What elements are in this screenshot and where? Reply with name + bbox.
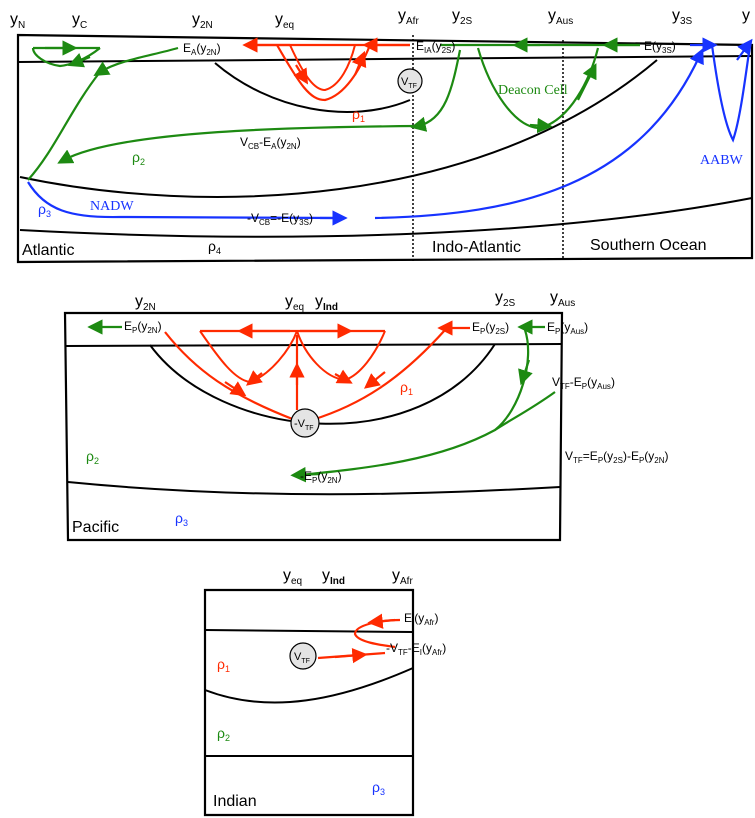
- rho1-label-top: ρ1: [352, 106, 365, 124]
- vtf-circle-bottom: [289, 642, 317, 670]
- label-neg-vcb: -VCB=-E(y3S): [247, 211, 313, 227]
- bottom-red-vtf-arrow: [334, 647, 368, 664]
- bot-label-yafr: yAfr: [392, 567, 413, 587]
- mid-label-yaus: yAus: [550, 289, 575, 309]
- middle-panel: y2N yeq yInd y2S yAus EP(y2N) EP(y2S) EP…: [63, 289, 669, 542]
- mid-rho1: ρ1: [400, 379, 413, 397]
- vtf-circle-top: [397, 68, 423, 94]
- label-yeq: yeq: [275, 11, 294, 31]
- nadw-label: NADW: [90, 199, 134, 214]
- green-nadw-descent: [27, 71, 101, 181]
- blue-nadw-flow: [27, 181, 341, 220]
- label-ea: EA(y2N): [183, 41, 221, 57]
- blue-return-to-surface: [374, 48, 704, 220]
- middle-red-inner-left: [199, 330, 298, 384]
- label-y2n: y2N: [192, 11, 213, 31]
- middle-red-arrow-ir: [334, 369, 353, 384]
- region-southern-ocean: Southern Ocean: [590, 237, 707, 254]
- mid-label-yeq: yeq: [285, 293, 304, 313]
- mid-label-vtf-ep: VTF-EP(yAus): [552, 375, 615, 391]
- aabw-label: AABW: [700, 153, 744, 168]
- bottom-red-ei-arrow: [367, 613, 396, 629]
- vtf-circle-middle: [290, 408, 320, 438]
- rho3-isopycnal: [19, 197, 753, 238]
- bot-label-yind: yInd: [322, 567, 345, 587]
- bot-label-ei: EI(yAfr): [404, 611, 438, 627]
- rho2-label-top: ρ2: [132, 149, 145, 167]
- middle-green-arrow-left: [290, 466, 321, 483]
- mid-label-y2s: y2S: [495, 289, 516, 309]
- green-arrow-yc-bottom: [67, 52, 91, 68]
- middle-red-arrow-il: [245, 370, 263, 386]
- green-ea-branch: [93, 46, 179, 76]
- middle-green-descent: [299, 329, 530, 477]
- middle-rho1-isopycnal: [149, 343, 496, 425]
- label-ys: y: [742, 7, 750, 24]
- middle-red-inner-right: [296, 330, 386, 382]
- deacon-arrow-right: [577, 63, 597, 101]
- mid-label-epaus: EP(yAus): [547, 320, 588, 336]
- top-box-outline: [16, 33, 754, 264]
- vtf-label-middle: -VTF: [294, 418, 314, 432]
- label-e3s: E(y3S): [644, 39, 676, 55]
- bot-label-yeq: yeq: [283, 567, 302, 587]
- blue-aabw-loop: [710, 44, 752, 143]
- middle-green-arrow-down: [518, 359, 533, 386]
- bottom-rho1-isopycnal: [204, 667, 414, 704]
- green-vcb-return: [57, 124, 419, 164]
- region-pacific: Pacific: [72, 519, 119, 536]
- middle-box-outline: [63, 311, 564, 542]
- bot-rho3: ρ3: [372, 779, 385, 797]
- rho3-label-top: ρ3: [38, 201, 51, 219]
- bot-rho1: ρ1: [217, 656, 230, 674]
- red-cell-arrow2: [293, 64, 309, 85]
- middle-red-left-arrow: [224, 381, 247, 397]
- bot-rho2: ρ2: [217, 725, 230, 743]
- mid-label-neg-ep: -EP(y2N): [300, 469, 342, 485]
- top-panel: yN yC y2N yeq yAfr y2S yAus y3S y EA(y2N…: [10, 7, 754, 264]
- mid-label-ep2s: EP(y2S): [472, 320, 509, 336]
- rho1-isopycnal: [214, 62, 411, 113]
- region-indo-atlantic: Indo-Atlantic: [432, 239, 521, 256]
- mid-rho2: ρ2: [86, 448, 99, 466]
- vtf-balance-equation: VTF=EP(y2S)-EP(y2N): [565, 449, 669, 465]
- middle-rho2-isopycnal: [67, 481, 561, 496]
- vtf-label-bottom: VTF: [294, 651, 310, 665]
- red-cell-arrow: [351, 50, 367, 76]
- label-y3s: y3S: [672, 7, 693, 27]
- label-yc: yC: [72, 11, 87, 31]
- blue-aabw-arrow: [736, 38, 753, 61]
- middle-red-left-branch: [164, 331, 296, 422]
- deacon-arrow-bottom: [529, 117, 553, 134]
- region-atlantic: Atlantic: [22, 242, 74, 259]
- rho4-label-top: ρ4: [208, 238, 221, 256]
- mid-label-yind: yInd: [315, 293, 338, 313]
- label-yafr: yAfr: [398, 7, 419, 27]
- vtf-label-top: VTF: [401, 76, 417, 90]
- middle-surface-isopycnal: [64, 343, 563, 347]
- bottom-surface-isopycnal: [204, 629, 414, 633]
- bottom-panel: yeq yInd yAfr EI(yAfr) -VTF-EI(yAfr) VTF…: [203, 567, 446, 817]
- region-indian: Indian: [213, 793, 257, 810]
- rho2-isopycnal: [19, 59, 658, 198]
- bot-label-neg-vtf-ei: -VTF-EI(yAfr): [386, 641, 446, 657]
- label-yn: yN: [10, 11, 25, 31]
- mid-rho3: ρ3: [175, 510, 188, 528]
- mid-label-ep2n: EP(y2N): [124, 319, 162, 335]
- label-yaus: yAus: [548, 7, 573, 27]
- deacon-cell-label: Deacon Cell: [498, 83, 568, 98]
- green-vcb-to-y2s: [410, 49, 462, 132]
- mid-label-y2n: y2N: [135, 293, 156, 313]
- label-y2s: y2S: [452, 7, 473, 27]
- label-eia: EIA(y2S): [416, 39, 455, 55]
- bottom-box-outline: [203, 588, 415, 817]
- middle-green-vtf-in: [494, 391, 556, 431]
- middle-red-right-arrow: [363, 371, 386, 389]
- top-surface-isopycnal: [17, 55, 753, 63]
- label-vcb-ea: VCB-EA(y2N): [240, 135, 301, 151]
